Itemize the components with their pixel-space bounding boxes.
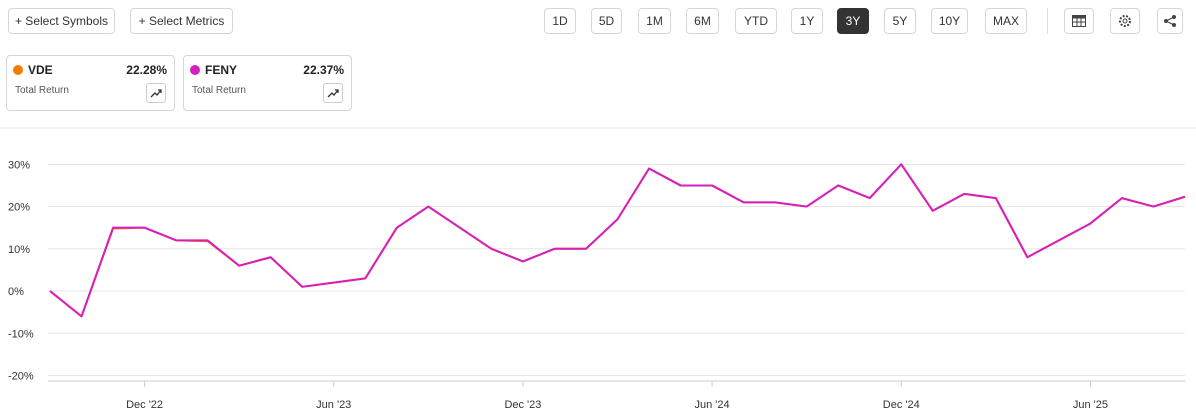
legend-card: VDE 22.28% Total Return — [6, 55, 175, 111]
range-button[interactable]: 1Y — [791, 8, 823, 34]
range-button[interactable]: 1D — [544, 8, 576, 34]
legend-metric: Total Return — [15, 85, 69, 96]
y-tick-label: 30% — [8, 159, 30, 171]
range-button[interactable]: 6M — [686, 8, 719, 34]
legend-dot — [190, 65, 200, 75]
series-line — [49, 163, 1186, 318]
range-button[interactable]: YTD — [735, 8, 777, 34]
x-tick-label: Jun '23 — [316, 399, 351, 411]
x-tick-label: Dec '24 — [883, 399, 920, 411]
legend-symbol: VDE — [28, 63, 53, 77]
chart-type-button[interactable] — [146, 83, 166, 103]
share-button[interactable] — [1157, 8, 1183, 34]
legend-value: 22.37% — [303, 63, 344, 77]
table-icon — [1072, 15, 1086, 27]
y-tick-label: 0% — [8, 286, 24, 298]
series-line — [49, 163, 1186, 318]
x-tick-label: Dec '22 — [126, 399, 163, 411]
legend-symbol: FENY — [205, 63, 238, 77]
y-tick-label: -20% — [8, 371, 34, 383]
separator — [1047, 8, 1048, 34]
y-tick-label: 10% — [8, 244, 30, 256]
range-button[interactable]: 10Y — [931, 8, 968, 34]
legend-dot — [13, 65, 23, 75]
y-tick-label: 20% — [8, 202, 30, 214]
range-button[interactable]: 3Y — [837, 8, 869, 34]
legend-value: 22.28% — [126, 63, 167, 77]
range-button[interactable]: 5D — [591, 8, 622, 34]
trend-icon — [327, 89, 339, 98]
chart-type-button[interactable] — [323, 83, 343, 103]
legend-card: FENY 22.37% Total Return — [183, 55, 352, 111]
add-button[interactable]: + Select Metrics — [130, 8, 233, 34]
add-button[interactable]: + Select Symbols — [8, 8, 115, 34]
range-button[interactable]: MAX — [985, 8, 1027, 34]
settings-button[interactable] — [1110, 8, 1140, 34]
x-tick-label: Jun '24 — [695, 399, 730, 411]
x-tick-label: Jun '25 — [1073, 399, 1108, 411]
legend-metric: Total Return — [192, 85, 246, 96]
table-button[interactable] — [1064, 8, 1094, 34]
range-button[interactable]: 5Y — [884, 8, 916, 34]
share-icon — [1164, 15, 1176, 27]
x-tick-label: Dec '23 — [504, 399, 541, 411]
range-button[interactable]: 1M — [638, 8, 671, 34]
trend-icon — [150, 89, 162, 98]
y-tick-label: -10% — [8, 328, 34, 340]
gear-icon — [1119, 15, 1131, 27]
